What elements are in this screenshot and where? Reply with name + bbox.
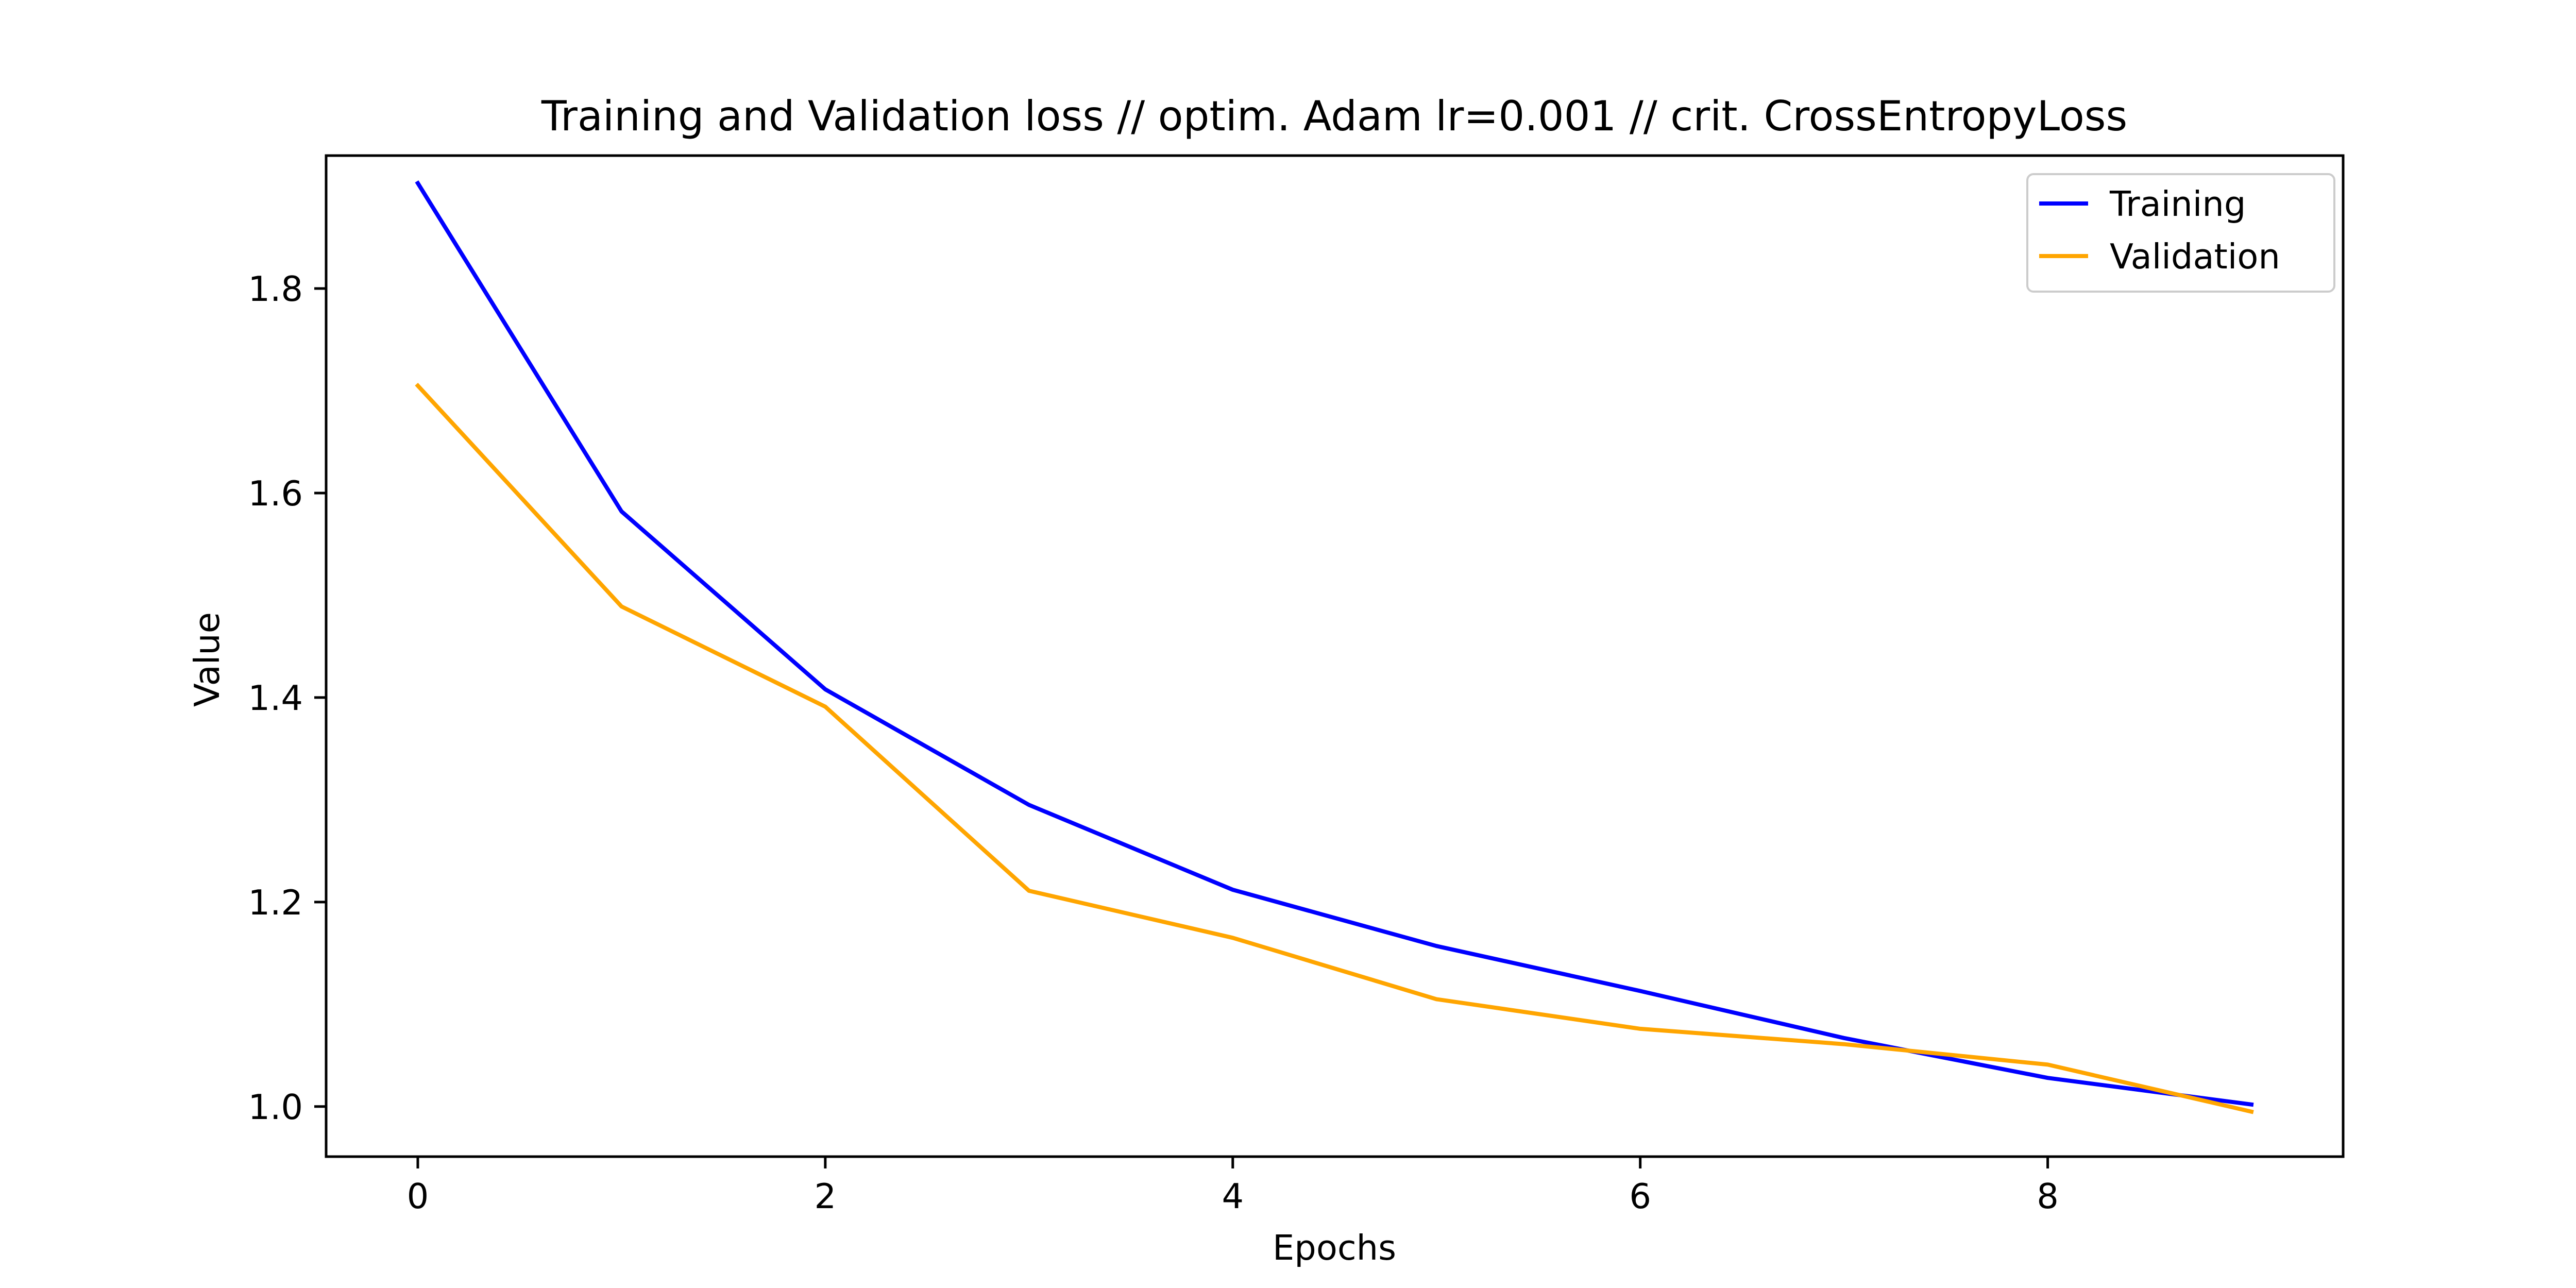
series-line-validation — [415, 382, 2254, 1114]
plot-frame — [325, 154, 2345, 1158]
x-tick-label: 8 — [2037, 1176, 2059, 1216]
y-tick-label: 1.8 — [248, 269, 303, 309]
x-axis-ticks: 0 2 4 6 8 — [407, 1157, 2059, 1216]
plot-area — [415, 180, 2254, 1114]
y-axis-ticks: 1.0 1.2 1.4 1.6 1.8 — [248, 269, 326, 1127]
x-axis-label: Epochs — [1273, 1228, 1396, 1268]
x-tick-label: 0 — [407, 1176, 429, 1216]
y-tick-label: 1.4 — [248, 678, 303, 718]
y-axis-label: Value — [187, 612, 227, 707]
legend-label-validation: Validation — [2110, 236, 2280, 277]
x-tick-label: 4 — [1222, 1176, 1244, 1216]
series-line-training — [415, 180, 2254, 1107]
y-tick-label: 1.2 — [248, 883, 303, 923]
legend-frame — [2026, 173, 2335, 293]
chart-title: Training and Validation loss // optim. A… — [541, 92, 2127, 140]
legend: Training Validation — [2026, 173, 2335, 293]
y-tick-label: 1.0 — [248, 1087, 303, 1127]
y-tick-label: 1.6 — [248, 473, 303, 514]
x-tick-label: 6 — [1629, 1176, 1651, 1216]
x-tick-label: 2 — [815, 1176, 837, 1216]
legend-label-training: Training — [2109, 184, 2246, 224]
